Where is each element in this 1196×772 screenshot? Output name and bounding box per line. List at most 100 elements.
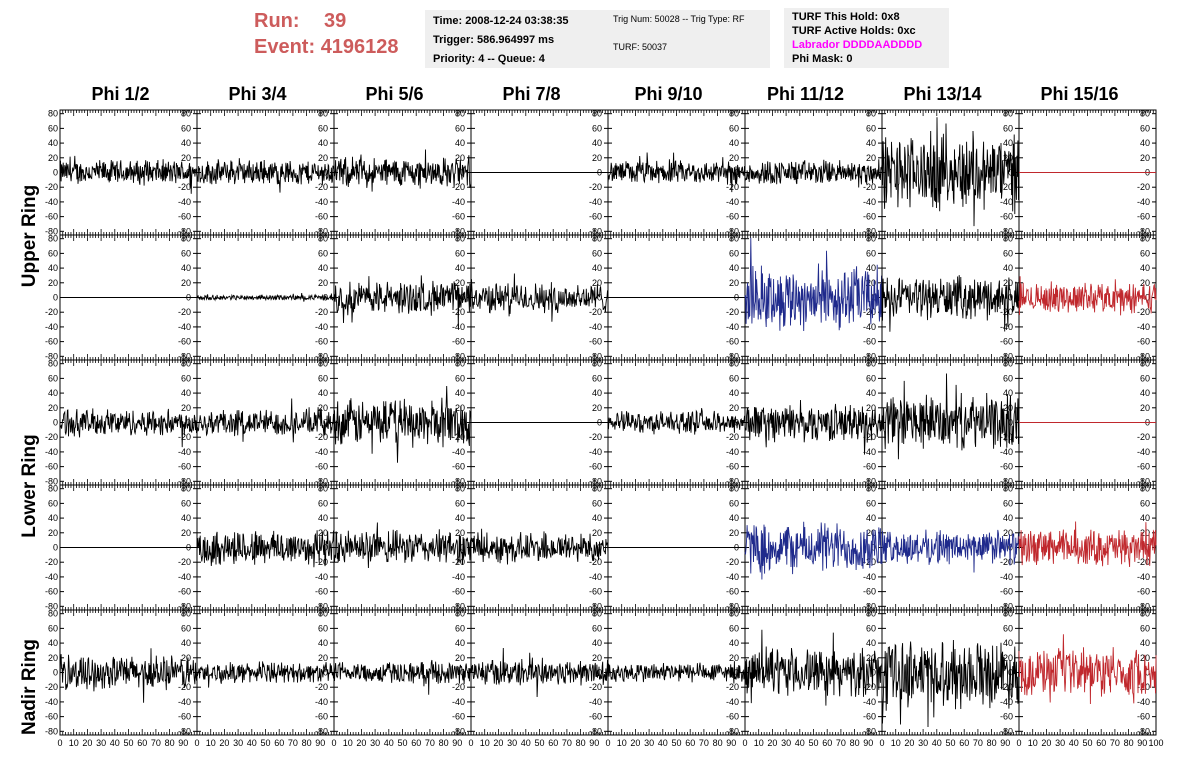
y-tick-label: -40 [1000,447,1013,457]
y-tick-label: -40 [1000,197,1013,207]
waveform-line [196,661,335,688]
y-tick-label: -20 [589,432,602,442]
y-tick-label: 20 [1140,278,1150,288]
y-tick-label: -60 [589,212,602,222]
y-tick-label: -20 [1137,307,1150,317]
y-tick-label: -80 [315,726,328,736]
y-tick-label: 40 [1140,263,1150,273]
y-tick-label: 40 [318,263,328,273]
y-tick-label: -80 [178,476,191,486]
y-tick-label: -20 [315,557,328,567]
y-tick-label: -40 [452,197,465,207]
y-tick-label: 60 [455,248,465,258]
y-tick-label: 80 [455,359,465,369]
y-tick-label: -40 [726,197,739,207]
y-tick-label: 80 [455,109,465,119]
y-tick-label: -40 [45,197,58,207]
waveform-line [470,273,609,322]
y-tick-label: -80 [726,351,739,361]
y-tick-label: 0 [1008,168,1013,178]
y-tick-label: -40 [178,322,191,332]
y-tick-label: -40 [315,197,328,207]
y-tick-label: -80 [1137,601,1150,611]
y-tick-label: -60 [178,712,191,722]
y-tick-label: -60 [178,462,191,472]
y-tick-label: 60 [1003,498,1013,508]
y-tick-label: 80 [592,359,602,369]
y-tick-label: -40 [45,322,58,332]
y-tick-label: 60 [48,373,58,383]
y-tick-label: -40 [863,322,876,332]
y-tick-label: -60 [315,587,328,597]
y-tick-label: -60 [452,712,465,722]
y-tick-label: 20 [48,653,58,663]
y-tick-label: 20 [318,153,328,163]
y-tick-label: 20 [1140,403,1150,413]
y-tick-label: -60 [1137,212,1150,222]
y-tick-label: 60 [181,498,191,508]
y-tick-label: -60 [1000,462,1013,472]
y-tick-label: -40 [452,447,465,457]
y-tick-label: -40 [863,572,876,582]
y-tick-label: 80 [866,609,876,619]
y-tick-label: 20 [592,278,602,288]
y-tick-label: -60 [178,212,191,222]
panel-frame [607,359,746,486]
y-tick-label: 0 [53,668,58,678]
y-tick-label: -80 [452,351,465,361]
y-tick-label: 60 [1140,248,1150,258]
y-tick-label: -80 [45,601,58,611]
y-tick-label: 40 [318,513,328,523]
y-tick-label: -60 [452,462,465,472]
y-tick-label: 60 [866,123,876,133]
y-tick-label: 60 [729,498,739,508]
column-title-phi-5-6: Phi 5/6 [365,84,424,104]
y-tick-label: -40 [726,447,739,457]
y-tick-label: -40 [589,447,602,457]
y-tick-label: 20 [181,403,191,413]
y-tick-label: 0 [1145,293,1150,303]
y-tick-label: 20 [318,528,328,538]
y-tick-label: 60 [318,123,328,133]
y-tick-label: -60 [589,462,602,472]
y-tick-label: -60 [863,587,876,597]
y-tick-label: 60 [48,248,58,258]
y-tick-label: 20 [318,278,328,288]
y-tick-label: 40 [1140,138,1150,148]
y-tick-label: -40 [1137,572,1150,582]
y-tick-label: 80 [592,109,602,119]
y-tick-label: -60 [452,587,465,597]
y-tick-label: 80 [729,109,739,119]
y-tick-label: -20 [178,182,191,192]
y-tick-label: 0 [597,293,602,303]
y-tick-label: -40 [178,697,191,707]
y-tick-label: 20 [729,278,739,288]
y-tick-label: -80 [178,726,191,736]
waveform-line [470,647,609,698]
waveform-line [881,373,1020,460]
y-tick-label: 40 [181,263,191,273]
y-tick-label: -20 [1137,557,1150,567]
y-tick-label: -60 [45,462,58,472]
y-tick-label: 20 [592,153,602,163]
y-tick-label: 0 [53,168,58,178]
y-tick-label: 40 [729,638,739,648]
y-tick-label: -60 [1000,337,1013,347]
y-tick-label: -20 [315,307,328,317]
y-tick-label: -40 [452,697,465,707]
y-tick-label: -80 [726,476,739,486]
y-tick-label: 40 [729,263,739,273]
y-tick-label: 80 [318,359,328,369]
priority-text: Priority: 4 -- Queue: 4 [433,53,545,65]
